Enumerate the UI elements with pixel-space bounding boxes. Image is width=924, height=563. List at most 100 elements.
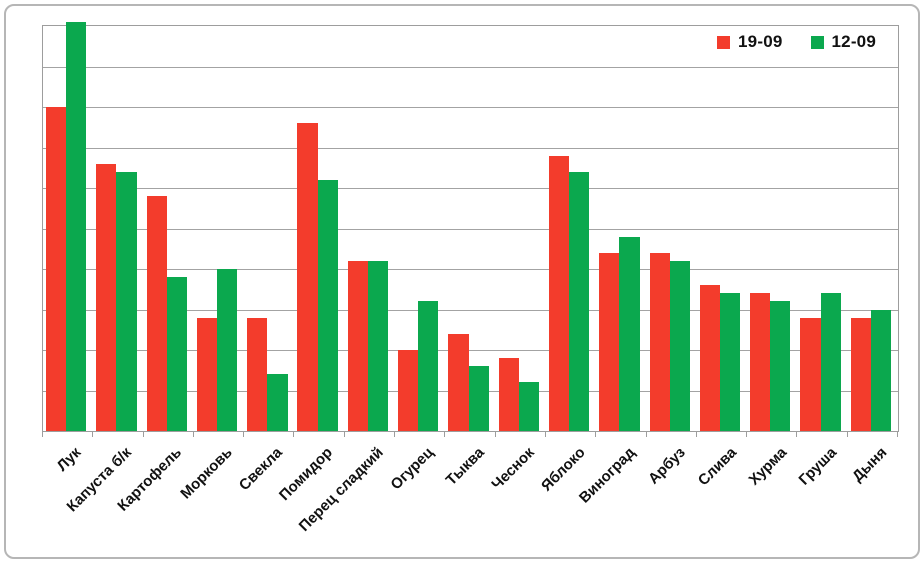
category-group [496, 26, 546, 431]
x-label-cell: Огурец [388, 434, 445, 559]
bar-12-09 [870, 309, 892, 431]
bar-19-09 [750, 293, 771, 431]
legend-label: 12-09 [831, 32, 876, 51]
bar-12-09 [720, 293, 741, 431]
x-tick-label: Огурец [387, 444, 438, 494]
bar-19-09 [196, 317, 218, 431]
category-group [596, 26, 646, 431]
category-group [546, 26, 596, 431]
x-label-cell: Морковь [177, 434, 243, 559]
gridline [43, 188, 898, 189]
x-label-cell: Перец сладкий [296, 434, 394, 559]
axis-tick [343, 431, 345, 437]
axis-tick [444, 431, 446, 437]
bar-19-09 [649, 252, 670, 431]
category-group [43, 21, 93, 431]
gridline [43, 107, 898, 108]
category-group [395, 26, 445, 431]
bar-12-09 [770, 301, 791, 431]
x-tick-label: Тыква [442, 444, 488, 490]
bar-12-09 [217, 269, 238, 431]
bar-19-09 [96, 163, 117, 431]
axis-tick [846, 431, 848, 437]
x-label-cell: Виноград [576, 434, 646, 559]
x-label-cell: Арбуз [646, 434, 697, 559]
category-group [697, 26, 747, 431]
category-group [194, 26, 244, 431]
bar-19-09 [347, 260, 368, 431]
x-tick-label: Яблоко [537, 444, 589, 495]
bar-12-09 [669, 260, 690, 431]
x-label-cell: Дыня [849, 434, 899, 559]
x-tick-label: Дыня [849, 444, 891, 486]
gridline [43, 147, 898, 149]
legend-swatch-red-icon [717, 35, 731, 49]
gridline [43, 309, 898, 311]
bar-19-09 [599, 252, 620, 431]
bar-12-09 [116, 171, 137, 431]
category-group [848, 26, 898, 431]
bar-19-09 [498, 358, 519, 431]
legend-item-12-09: 12-09 [810, 32, 876, 52]
x-tick-label: Хурма [745, 444, 790, 489]
axis-tick [394, 431, 396, 437]
bar-12-09 [619, 236, 640, 431]
bar-12-09 [267, 374, 288, 431]
bar-12-09 [418, 301, 439, 431]
category-group [647, 26, 697, 431]
gridline [43, 350, 898, 351]
axis-tick [645, 431, 647, 437]
bar-19-09 [699, 285, 721, 431]
bar-12-09 [468, 366, 489, 431]
axis-tick [746, 431, 748, 437]
category-group [93, 26, 143, 431]
x-label-cell: Чеснок [489, 434, 546, 559]
bar-19-09 [548, 155, 570, 431]
category-group [144, 26, 194, 431]
legend-label: 19-09 [738, 32, 783, 51]
x-label-cell: Груша [795, 434, 848, 559]
legend-swatch-green-icon [810, 35, 824, 49]
axis-tick [92, 431, 94, 437]
bar-19-09 [398, 350, 419, 431]
axis-tick [494, 431, 496, 437]
bar-19-09 [247, 317, 268, 431]
x-tick-label: Слива [694, 444, 740, 490]
gridline [43, 269, 898, 270]
axis-tick [897, 431, 898, 437]
bar-12-09 [569, 171, 590, 431]
axis-tick [695, 431, 697, 437]
axis-tick [192, 431, 194, 437]
bar-19-09 [297, 123, 318, 431]
x-tick-label: Чеснок [488, 444, 538, 494]
x-tick-label: Груша [795, 444, 841, 489]
axis-tick [544, 431, 546, 437]
legend: 19-09 12-09 [717, 32, 876, 52]
axis-tick [243, 431, 245, 437]
gridline [43, 66, 898, 68]
bar-19-09 [850, 317, 871, 431]
category-group [345, 26, 395, 431]
category-group [797, 26, 847, 431]
x-label-cell: Слива [694, 434, 747, 559]
x-label-cell: Тыква [442, 434, 495, 559]
gridline [43, 228, 898, 230]
x-label-cell: Хурма [745, 434, 798, 559]
x-axis-labels: Лук Капуста б/к Картофель Морковь Свекла Поми… [42, 434, 899, 559]
bar-19-09 [46, 107, 67, 431]
plot-cells [43, 21, 898, 431]
bar-12-09 [820, 293, 841, 431]
bar-19-09 [800, 317, 821, 431]
bar-19-09 [448, 333, 469, 431]
bar-12-09 [66, 21, 87, 431]
bar-19-09 [146, 196, 167, 431]
axis-tick [796, 431, 798, 437]
category-group [747, 26, 797, 431]
axis-tick [142, 431, 144, 437]
category-group [445, 26, 495, 431]
bar-12-09 [518, 382, 539, 431]
category-group [244, 26, 294, 431]
plot-area [42, 21, 899, 437]
axis-tick [595, 431, 597, 437]
